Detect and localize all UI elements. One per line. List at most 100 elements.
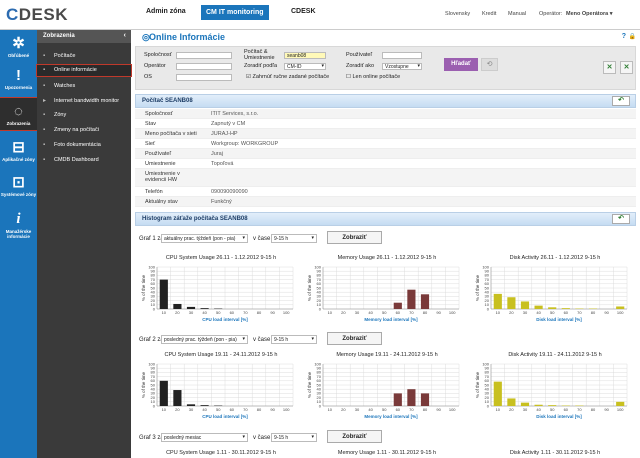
- back-arrow-icon[interactable]: ↶: [612, 96, 630, 106]
- y-tick-label: 0: [487, 403, 490, 408]
- sidebar-item-watches[interactable]: ▪ Watches: [43, 83, 76, 89]
- sidebar-item-foto[interactable]: ▪ Foto dokumentácia: [43, 142, 101, 148]
- excel-export-icon[interactable]: ✕: [603, 61, 616, 74]
- histogram-bar: [407, 389, 416, 406]
- info-row: Používateľ Juraj: [135, 149, 636, 159]
- system-zones-tab[interactable]: ⊡ Systémové zóny: [0, 174, 37, 197]
- os-label: OS: [144, 74, 152, 80]
- views-tab[interactable]: ◌ Zobrazenia: [0, 97, 38, 131]
- clear-filter-button[interactable]: ⟲: [481, 58, 498, 71]
- graf-3-time-select[interactable]: 9-15 h: [271, 433, 317, 442]
- os-field[interactable]: [176, 74, 232, 81]
- x-tick-label: 50: [382, 310, 387, 315]
- x-tick-label: 90: [270, 310, 275, 315]
- y-tick-label: 60: [485, 281, 490, 286]
- graf-2-period-select[interactable]: posledný prac. týždeň (pon - pia): [161, 335, 248, 344]
- y-axis-label: % of the time: [475, 274, 480, 301]
- y-tick-label: 60: [151, 378, 156, 383]
- x-tick-label: 30: [523, 310, 528, 315]
- nav-cm-it-monitoring[interactable]: CM IT monitoring: [201, 5, 269, 20]
- star-icon: ✲: [12, 35, 25, 52]
- chart-title: Memory Usage 19.11 - 24.11.2012 9-15 h: [336, 352, 438, 358]
- collapse-chevron-icon[interactable]: ‹: [123, 32, 126, 39]
- x-tick-label: 50: [382, 407, 387, 412]
- views-icon: ◌: [14, 103, 23, 120]
- operator-menu[interactable]: Meno Operátora ▾: [566, 11, 613, 17]
- histogram-bar: [561, 308, 570, 309]
- x-tick-label: 50: [550, 310, 555, 315]
- graf-3-controls: Graf 3 za posledný mesiac v čase 9-15 h …: [139, 430, 629, 446]
- app-zones-tab[interactable]: ⊟ Aplikačné zóny: [0, 140, 37, 162]
- credit-link[interactable]: Kredit: [482, 11, 497, 17]
- y-tick-label: 80: [151, 370, 156, 375]
- manual-link[interactable]: Manual: [508, 11, 527, 17]
- graf-1-period-select[interactable]: aktuálny prac. týždeň (pon - pia): [161, 234, 248, 243]
- zoradit-ako-select[interactable]: Vzostupne: [382, 63, 422, 70]
- pouzivatel-field[interactable]: [382, 52, 422, 59]
- y-tick-label: 70: [485, 277, 490, 282]
- nav-cdesk[interactable]: CDESK: [291, 8, 316, 15]
- zoradit-podla-label: Zoradiť podľa: [244, 63, 278, 69]
- sidebar-item-cmdb[interactable]: ▪ CMDB Dashboard: [43, 157, 99, 163]
- operator-field[interactable]: [176, 63, 232, 70]
- x-tick-label: 60: [564, 407, 569, 412]
- graf-2-time-select[interactable]: 9-15 h: [271, 335, 317, 344]
- graf-3-show-button[interactable]: Zobraziť: [327, 430, 382, 443]
- exclamation-icon: !: [16, 67, 21, 84]
- graf-3-period-select[interactable]: posledný mesiac: [161, 433, 248, 442]
- histogram-bar: [159, 380, 168, 406]
- pc-field[interactable]: seanb08: [284, 52, 326, 59]
- dashboard-icon: ▪: [43, 157, 46, 163]
- x-tick-label: 90: [604, 407, 609, 412]
- search-button[interactable]: Hľadať: [444, 58, 478, 71]
- sidebar-item-zmeny[interactable]: ▪ Zmeny na počítači: [43, 127, 99, 133]
- y-tick-label: 70: [485, 374, 490, 379]
- y-tick-label: 0: [319, 306, 322, 311]
- y-tick-label: 0: [153, 306, 156, 311]
- cdesk-logo[interactable]: CDESK: [6, 5, 69, 24]
- management-info-tab[interactable]: i Manažérske informácie: [0, 211, 37, 240]
- x-tick-label: 10: [328, 310, 333, 315]
- y-tick-label: 60: [151, 281, 156, 286]
- zoradit-podla-select[interactable]: CM-ID: [284, 63, 326, 70]
- y-tick-label: 10: [151, 399, 156, 404]
- online-only-checkbox[interactable]: ☐ Len online počítače: [346, 74, 401, 80]
- back-arrow-icon[interactable]: ↶: [612, 214, 630, 224]
- notifications-tab[interactable]: ! Upozornenia: [0, 68, 37, 90]
- x-tick-label: 20: [341, 407, 346, 412]
- help-icon[interactable]: ?: [621, 33, 626, 40]
- nav-admin-zona[interactable]: Admin zóna: [146, 8, 186, 15]
- y-tick-label: 20: [317, 298, 322, 303]
- histogram-bar: [493, 293, 502, 309]
- y-tick-label: 40: [485, 290, 490, 295]
- sidebar-item-pocitace[interactable]: ▪ Počítače: [43, 53, 76, 59]
- y-tick-label: 0: [487, 306, 490, 311]
- manual-pcs-checkbox[interactable]: ☑ Zahrnúť ručne zadané počítače: [246, 74, 330, 80]
- sidebar-item-zony[interactable]: ▪ Zóny: [43, 112, 67, 118]
- x-axis-label: CPU load interval [%]: [202, 317, 248, 322]
- graf-1-time-select[interactable]: 9-15 h: [271, 234, 317, 243]
- icon-bar: ✲ Obľúbené ! Upozornenia ◌ Zobrazenia ⊟ …: [0, 30, 38, 458]
- graf-1-show-button[interactable]: Zobraziť: [327, 231, 382, 244]
- histogram-bar: [507, 297, 516, 309]
- y-tick-label: 90: [485, 269, 490, 274]
- lock-icon[interactable]: 🔒: [628, 34, 636, 40]
- x-tick-label: 30: [189, 407, 194, 412]
- sidebar-item-online-informacie[interactable]: ▪ Online informácie: [36, 64, 132, 77]
- excel-export-alt-icon[interactable]: ✕: [620, 61, 633, 74]
- x-tick-label: 90: [436, 407, 441, 412]
- favorites-tab[interactable]: ✲ Obľúbené: [0, 36, 37, 58]
- info-row: Umiestnenie v evidencii HW: [135, 169, 636, 187]
- y-tick-label: 30: [317, 294, 322, 299]
- spolocnost-field[interactable]: [176, 52, 232, 59]
- graf-2-show-button[interactable]: Zobraziť: [327, 332, 382, 345]
- language-link[interactable]: Slovensky: [445, 11, 471, 17]
- zone-icon: ▪: [43, 112, 46, 118]
- y-tick-label: 40: [151, 387, 156, 392]
- x-tick-label: 10: [328, 407, 333, 412]
- x-tick-label: 40: [202, 407, 207, 412]
- x-tick-label: 20: [175, 407, 180, 412]
- info-icon: i: [16, 211, 21, 227]
- sidebar-item-bandwidth[interactable]: ▸ Internet bandwidth monitor: [43, 98, 120, 104]
